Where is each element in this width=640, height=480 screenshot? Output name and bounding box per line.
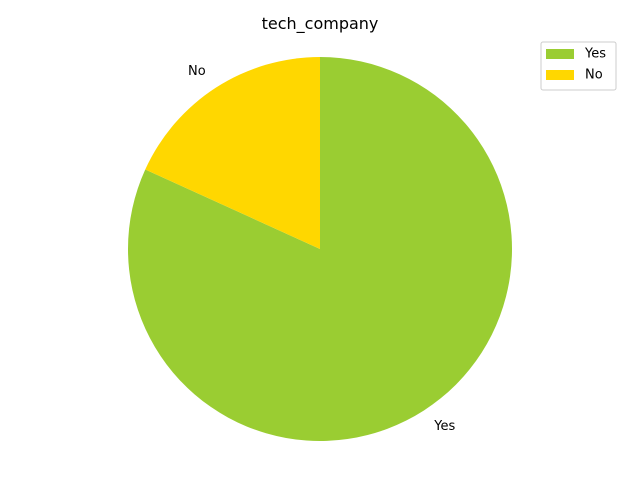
legend-swatch-no — [546, 70, 574, 80]
legend-label-yes: Yes — [584, 47, 606, 62]
chart-title: tech_company — [262, 14, 379, 34]
slice-label-no: No — [188, 64, 206, 79]
legend-label-no: No — [585, 68, 603, 83]
legend-swatch-yes — [546, 49, 574, 59]
pie-slices — [128, 57, 512, 441]
pie-labels: Yes No — [188, 64, 455, 434]
slice-label-yes: Yes — [433, 419, 455, 434]
legend: Yes No — [540, 41, 617, 91]
pie-slice-no — [145, 57, 320, 249]
